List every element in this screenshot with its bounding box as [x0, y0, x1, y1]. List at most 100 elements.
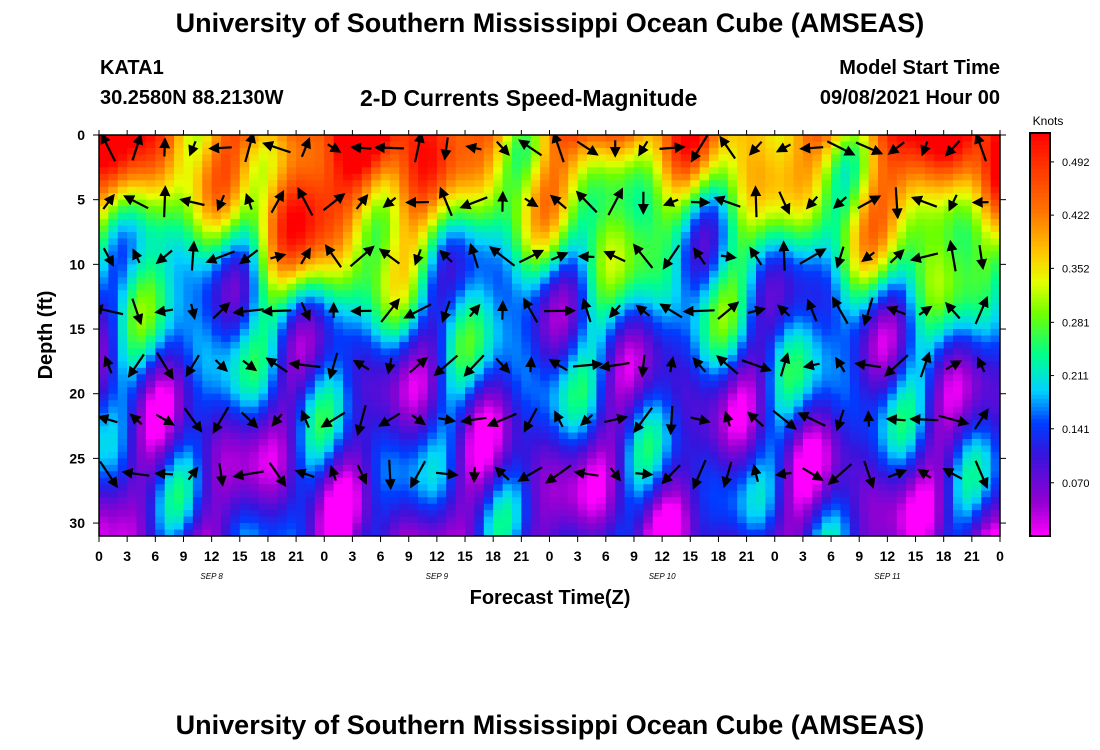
current-vector	[805, 195, 819, 210]
colorbar-band	[1030, 390, 1050, 396]
current-vector	[802, 359, 820, 371]
model-start-value: 09/08/2021 Hour 00	[819, 87, 1000, 109]
current-vector	[232, 306, 264, 318]
current-vector	[154, 305, 174, 317]
y-tick-label: 15	[69, 321, 85, 337]
current-vector	[918, 305, 933, 317]
current-vector	[778, 191, 791, 215]
current-vector	[438, 186, 453, 217]
colorbar-band	[1030, 229, 1050, 235]
colorbar-band	[1030, 394, 1050, 400]
colorbar-tick-label: 0.281	[1062, 317, 1090, 329]
current-vector	[486, 412, 517, 428]
current-vector	[577, 251, 595, 263]
current-vector	[974, 135, 988, 162]
current-vector	[103, 355, 114, 374]
colorbar-band	[1030, 515, 1050, 521]
colorbar-band	[1030, 294, 1050, 299]
colorbar-band	[1030, 318, 1050, 324]
current-vector	[378, 248, 401, 265]
current-vector	[525, 356, 537, 373]
x-tick-label: 15	[232, 548, 248, 564]
current-vector	[159, 185, 171, 218]
colorbar-band	[1030, 358, 1050, 364]
station-id: KATA1	[100, 57, 164, 79]
colorbar-band	[1030, 439, 1050, 444]
x-tick-label: 6	[602, 548, 610, 564]
colorbar-band	[1030, 334, 1050, 340]
current-vector	[413, 135, 425, 163]
current-vector	[495, 140, 510, 156]
current-vector	[349, 245, 375, 268]
current-vector	[835, 356, 846, 373]
colorbar-tick-label: 0.352	[1062, 263, 1090, 275]
current-vector	[554, 410, 565, 428]
current-vector	[746, 411, 765, 428]
x-tick-label: 0	[546, 548, 554, 564]
colorbar-band	[1030, 282, 1050, 287]
day-label: SEP 8	[200, 572, 223, 581]
current-vector	[917, 468, 932, 480]
current-vector	[573, 468, 599, 479]
current-vectors	[99, 135, 989, 491]
colorbar-band	[1030, 245, 1050, 251]
x-tick-label: 15	[682, 548, 698, 564]
current-vector	[891, 187, 903, 220]
x-tick-label: 6	[827, 548, 835, 564]
current-vector	[265, 357, 288, 373]
x-tick-label: 21	[964, 548, 980, 564]
current-vector	[632, 243, 654, 269]
current-vector	[300, 137, 311, 158]
current-vector	[682, 305, 715, 317]
current-vector	[826, 140, 856, 156]
colorbar-band	[1030, 459, 1050, 465]
colorbar-band	[1030, 507, 1050, 513]
current-vector	[240, 411, 259, 429]
colorbar-band	[1030, 265, 1050, 271]
colorbar-band	[1030, 398, 1050, 404]
colorbar-band	[1030, 201, 1050, 207]
current-vector	[665, 405, 677, 436]
current-vector	[863, 410, 875, 427]
x-tick-label: 3	[574, 548, 582, 564]
current-vector	[155, 413, 176, 426]
current-vector	[468, 243, 480, 269]
current-vector	[598, 360, 630, 372]
current-vector	[635, 468, 654, 480]
current-vector	[603, 250, 626, 263]
current-vector	[550, 251, 569, 262]
current-vector	[409, 356, 429, 374]
current-vector	[99, 304, 124, 316]
current-vector	[855, 141, 884, 155]
colorbar-band	[1030, 141, 1050, 146]
x-tick-label: 21	[288, 548, 304, 564]
current-vector	[183, 407, 203, 433]
current-vector	[749, 246, 763, 266]
colorbar-tick-label: 0.070	[1062, 478, 1090, 490]
current-vector	[131, 135, 144, 161]
footer-title: University of Southern Mississippi Ocean…	[175, 710, 925, 740]
current-vector	[910, 195, 938, 208]
current-vector	[775, 142, 792, 153]
x-tick-label: 18	[260, 548, 276, 564]
x-tick-label: 9	[405, 548, 413, 564]
current-vector	[945, 301, 961, 320]
current-vector	[604, 413, 629, 425]
x-tick-label: 12	[654, 548, 670, 564]
product-title: 2-D Currents Speed-Magnitude	[360, 85, 698, 111]
current-vector	[799, 142, 824, 154]
current-vector	[974, 460, 989, 490]
current-vector	[690, 414, 711, 426]
current-vector	[102, 247, 114, 267]
colorbar-band	[1030, 499, 1050, 505]
x-tick-label: 18	[711, 548, 727, 564]
x-tick-label: 0	[320, 548, 328, 564]
current-vector	[948, 194, 959, 212]
y-tick-label: 25	[69, 450, 85, 466]
colorbar-band	[1030, 407, 1050, 412]
x-tick-label: 0	[996, 548, 1004, 564]
current-vector	[205, 250, 235, 264]
current-vector	[713, 195, 741, 208]
current-vector	[545, 464, 572, 484]
x-tick-label: 15	[457, 548, 473, 564]
